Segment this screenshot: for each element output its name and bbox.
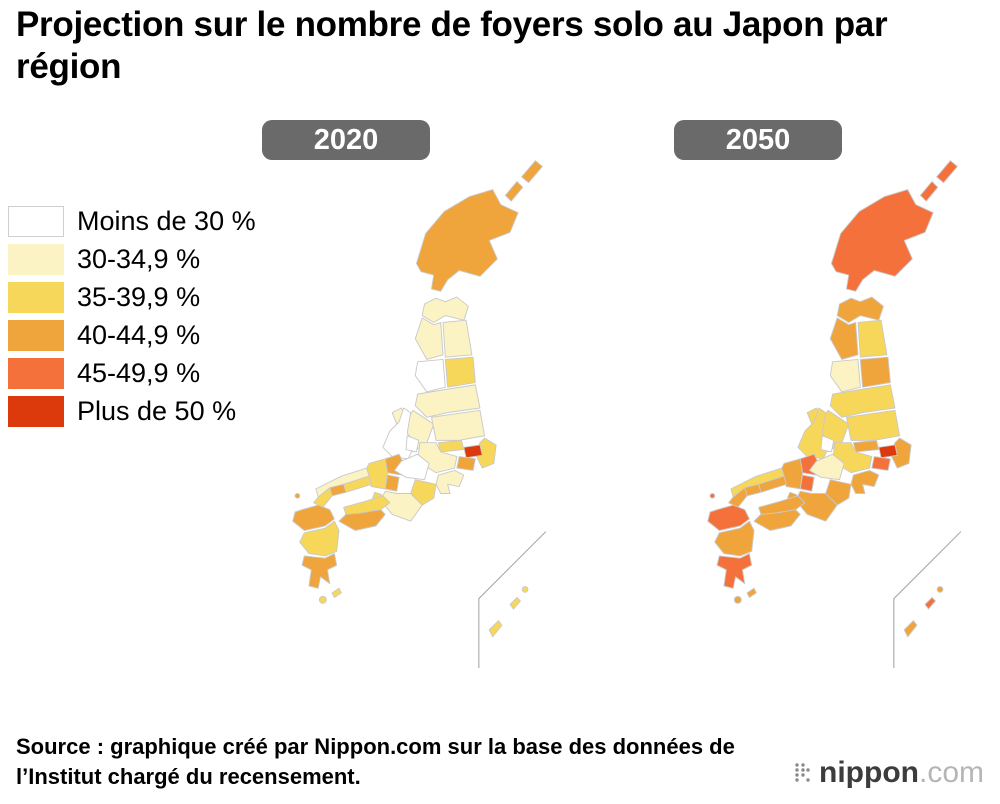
region-shikoku-south	[338, 509, 386, 531]
region-iwate	[442, 319, 473, 358]
legend-item: Plus de 50 %	[8, 396, 256, 427]
region-aomori	[421, 296, 469, 323]
source-line-1: Source : graphique créé par Nippon.com s…	[16, 734, 735, 759]
region-okinawa	[903, 620, 918, 638]
region-inset-islet	[936, 586, 944, 593]
legend-item: 45-49,9 %	[8, 358, 256, 389]
region-miyagi	[444, 356, 476, 388]
legend-label: 45-49,9 %	[77, 358, 201, 388]
legend-label: Plus de 50 %	[77, 396, 237, 426]
region-gifu-shiga	[394, 453, 430, 481]
page-title: Projection sur le nombre de foyers solo …	[16, 5, 888, 86]
japan-geometry	[707, 160, 962, 668]
region-kanto-north	[845, 409, 901, 441]
region-kanto-north	[430, 409, 486, 441]
nippon-logo: nippon.com	[793, 756, 984, 790]
region-kagoshima	[716, 553, 753, 589]
region-tanegashima	[746, 587, 757, 598]
map-japan-2020	[292, 160, 547, 668]
okinawa-inset-border	[478, 531, 547, 668]
source-note: Source : graphique créé par Nippon.com s…	[16, 732, 735, 791]
region-etorofu	[936, 160, 958, 184]
region-fukuoka-nagasaki	[707, 504, 750, 531]
region-inset-islet	[521, 586, 529, 593]
region-hokkaido	[830, 189, 934, 292]
japan-geometry	[292, 160, 547, 668]
legend-swatch-40	[8, 320, 64, 351]
region-kunashiri	[504, 181, 524, 202]
region-yamagata	[414, 359, 446, 393]
nippon-logo-dots-icon	[795, 763, 810, 782]
source-line-2: l’Institut chargé du recensement.	[16, 763, 361, 789]
region-miyagi	[859, 356, 891, 388]
region-saitama	[437, 439, 465, 453]
region-kanagawa	[871, 456, 891, 471]
region-toyama	[820, 435, 835, 453]
region-kyushu-mid	[714, 520, 755, 557]
region-etorofu	[521, 160, 543, 184]
region-akita	[829, 317, 859, 360]
year-badge-2020: 2020	[262, 120, 430, 160]
legend-swatch-35	[8, 282, 64, 313]
legend-label: 35-39,9 %	[77, 282, 201, 312]
region-fukushima	[829, 384, 896, 418]
region-tanegashima	[331, 587, 342, 598]
region-saitama	[852, 439, 880, 453]
region-tokyo	[878, 444, 898, 459]
region-okinawa	[488, 620, 503, 638]
legend-swatch-gt50	[8, 396, 64, 427]
legend: Moins de 30 % 30-34,9 % 35-39,9 % 40-44,…	[8, 206, 256, 434]
legend-swatch-30	[8, 244, 64, 275]
legend-label: Moins de 30 %	[77, 206, 256, 236]
map-japan-2050	[707, 160, 962, 668]
region-amami	[924, 597, 936, 610]
region-aichi-mie	[410, 479, 437, 506]
region-yakushima	[318, 595, 327, 604]
region-yakushima	[733, 595, 742, 604]
region-kanagawa	[456, 456, 476, 471]
region-tokyo	[463, 444, 483, 459]
region-kunashiri	[919, 181, 939, 202]
region-shizuoka	[850, 469, 880, 494]
legend-swatch-45	[8, 358, 64, 389]
region-toyama	[405, 435, 420, 453]
region-aichi-mie	[825, 479, 852, 506]
legend-item: Moins de 30 %	[8, 206, 256, 237]
region-kagoshima	[301, 553, 338, 589]
region-amami	[509, 597, 521, 610]
region-tsushima	[709, 493, 716, 499]
legend-swatch-lt30	[8, 206, 64, 237]
region-shikoku-south	[753, 509, 801, 531]
legend-item: 40-44,9 %	[8, 320, 256, 351]
logo-tld: .com	[918, 756, 984, 789]
legend-label: 40-44,9 %	[77, 320, 201, 350]
logo-text: nippon	[819, 756, 919, 789]
region-fukushima	[414, 384, 481, 418]
region-fukuoka-nagasaki	[292, 504, 335, 531]
region-shizuoka	[435, 469, 465, 494]
region-iwate	[857, 319, 888, 358]
region-gifu-shiga	[809, 453, 845, 481]
region-kyushu-mid	[299, 520, 340, 557]
year-badge-2050: 2050	[674, 120, 842, 160]
region-akita	[414, 317, 444, 360]
region-aomori	[836, 296, 884, 323]
legend-label: 30-34,9 %	[77, 244, 201, 274]
region-yamagata	[829, 359, 861, 393]
region-hokkaido	[415, 189, 519, 292]
okinawa-inset-border	[893, 531, 962, 668]
region-tsushima	[294, 493, 301, 499]
legend-item: 30-34,9 %	[8, 244, 256, 275]
legend-item: 35-39,9 %	[8, 282, 256, 313]
